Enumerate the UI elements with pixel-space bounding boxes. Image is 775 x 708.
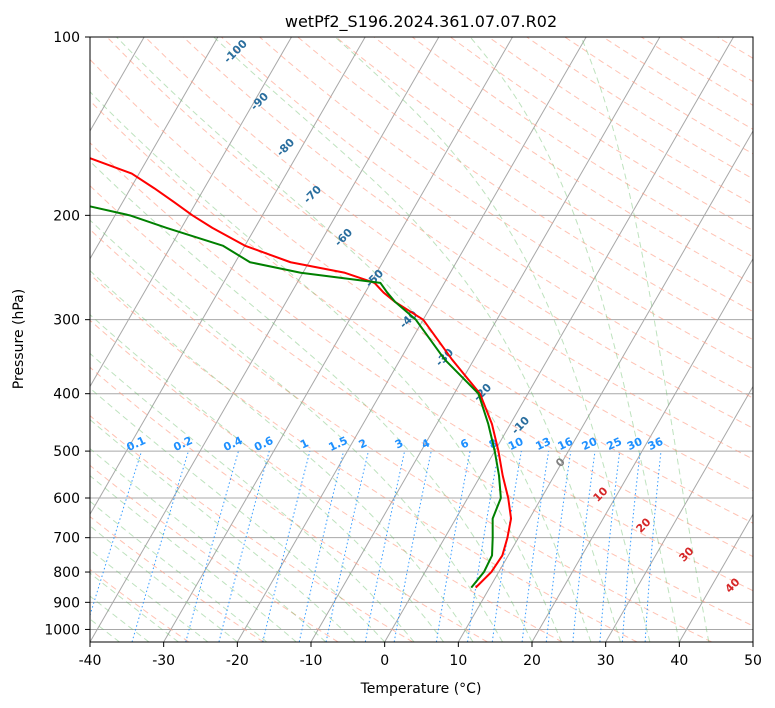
y-tick-label: 400 [53, 387, 80, 403]
chart-title: wetPf2_S196.2024.361.07.07.R02 [285, 12, 557, 32]
isotherm-gridline [163, 37, 513, 642]
dry-adiabat [90, 100, 753, 558]
isotherm-gridline [90, 37, 366, 516]
x-tick-label: 40 [670, 653, 688, 669]
moist-adiabat [334, 37, 651, 642]
y-tick-label: 800 [53, 565, 80, 581]
x-axis-label: Temperature (°C) [360, 681, 482, 697]
dry-adiabat [373, 37, 753, 285]
x-tick-label: -10 [300, 653, 323, 669]
moist-adiabat [116, 37, 592, 642]
dry-adiabat [90, 366, 488, 642]
x-axis: -40 -30 -20 -10 0 10 20 30 40 50 [79, 642, 762, 669]
background-lines [90, 37, 753, 642]
moist-adiabat [90, 475, 297, 642]
x-tick-label: 10 [449, 653, 467, 669]
mixing-ratio-label: 36 [646, 435, 666, 453]
y-tick-label: 1000 [44, 622, 80, 638]
y-tick-label: 100 [53, 30, 80, 46]
moist-adiabat [90, 418, 356, 642]
mixing-ratio-line [131, 450, 189, 642]
dry-adiabat [221, 37, 753, 399]
mixing-ratio-line [218, 450, 270, 642]
isotherm-gridline [457, 129, 753, 642]
y-axis-label: Pressure (hPa) [11, 289, 27, 389]
dewpoint-profile-line [90, 205, 502, 589]
moist-adiabat [90, 270, 474, 642]
mixing-ratio-label: 20 [580, 435, 600, 453]
dry-adiabat [335, 37, 753, 313]
x-tick-label: -40 [79, 653, 102, 669]
dry-adiabat [90, 464, 339, 642]
mixing-ratio-line [185, 450, 239, 642]
dry-adiabat [90, 228, 712, 642]
mixing-ratio-label: 25 [605, 435, 624, 453]
isotherm-gridline [531, 257, 753, 642]
dry-adiabat [182, 37, 753, 429]
mixing-ratio-line [325, 450, 369, 642]
mixing-ratio-line [644, 451, 662, 642]
dry-adiabat [90, 185, 753, 627]
mixing-ratio-line [521, 451, 550, 642]
plot-area-background [90, 37, 753, 642]
dry-adiabat [106, 37, 753, 492]
moist-adiabat [90, 447, 327, 642]
temperature-profile-line [90, 157, 513, 589]
isotherm-gridline [90, 37, 440, 642]
mixing-ratio-line [298, 450, 345, 642]
mixing-ratio-line [491, 451, 522, 642]
mixing-ratio-line [262, 450, 311, 642]
dry-adiabat [90, 568, 190, 642]
x-tick-label: 30 [597, 653, 615, 669]
mixing-ratio-line [545, 451, 572, 642]
dry-adiabat [90, 142, 753, 592]
mixing-ratio-line [572, 451, 596, 642]
moist-adiabat [469, 37, 680, 642]
dry-adiabat [90, 273, 638, 642]
x-tick-label: -30 [152, 653, 175, 669]
dry-adiabat [90, 319, 563, 642]
moist-adiabat [580, 37, 710, 642]
y-tick-label: 700 [53, 531, 80, 547]
x-tick-label: 50 [744, 653, 762, 669]
dry-adiabat [90, 58, 753, 524]
isotherm-gridline [384, 37, 734, 642]
data-lines [90, 157, 513, 589]
y-tick-label: 600 [53, 491, 80, 507]
isotherm-gridline [678, 513, 753, 642]
isotherm-gridline [236, 37, 587, 642]
moist-adiabat [213, 37, 621, 642]
x-tick-label: 20 [523, 653, 541, 669]
dry-adiabat [90, 415, 414, 642]
moist-adiabat [90, 160, 533, 642]
moist-adiabat [90, 387, 386, 642]
y-tick-label: 300 [53, 313, 80, 329]
isotherm-gridline [90, 37, 219, 260]
mixing-ratio-label: 13 [533, 435, 552, 453]
y-tick-label: 200 [53, 208, 80, 224]
y-tick-label: 900 [53, 595, 80, 611]
mixing-ratio-label: 10 [506, 435, 526, 453]
mixing-ratio-label: 16 [556, 435, 576, 453]
x-tick-label: 0 [380, 653, 389, 669]
x-tick-label: -20 [226, 653, 249, 669]
mixing-ratio-line [621, 451, 641, 642]
moist-adiabat [90, 352, 415, 642]
mixing-ratio-line [467, 451, 500, 642]
moist-adiabat [90, 91, 562, 642]
dry-adiabat [90, 515, 264, 642]
moist-adiabat [90, 314, 445, 642]
isotherm-gridline [90, 37, 292, 388]
mixing-ratio-label: 30 [625, 435, 645, 453]
isotherm-gridline [605, 385, 753, 642]
y-tick-label: 500 [53, 444, 80, 460]
y-axis: 100 200 300 400 500 600 700 800 900 1000 [44, 30, 90, 638]
moist-adiabat [90, 219, 503, 642]
mixing-ratio-line [599, 451, 621, 642]
plot-frame [89, 36, 754, 643]
